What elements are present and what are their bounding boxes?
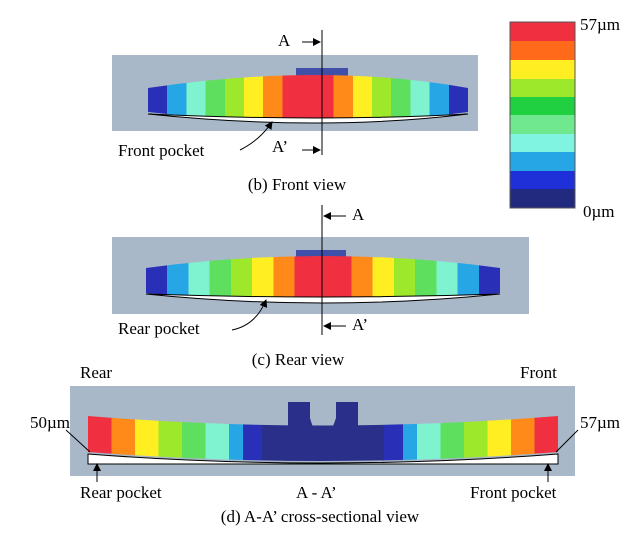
side-label: Rear [80, 363, 112, 382]
pocket-label: Rear pocket [80, 483, 162, 502]
swatch [510, 41, 575, 60]
side-label: Front [520, 363, 557, 382]
swatch [510, 97, 575, 115]
pocket-label: Front pocket [470, 483, 557, 502]
swatch [510, 152, 575, 171]
min-label: 0µm [583, 202, 615, 221]
cross-section: Rear Front 50µm 57µm Rear pocket A - A’ … [30, 363, 620, 526]
max-label: 57µm [580, 15, 620, 34]
swatch [510, 134, 575, 152]
figure: A A’ Front pocket (b) Front view 57µm 0µ… [0, 0, 635, 536]
swatch [510, 115, 575, 134]
colorbar: 57µm 0µm [510, 15, 620, 221]
section-label: A [278, 31, 291, 50]
swatch [510, 79, 575, 97]
section-label: A’ [352, 315, 368, 334]
pocket-label: Rear pocket [118, 319, 200, 338]
value-label: 57µm [580, 413, 620, 432]
disk [148, 75, 468, 122]
section-label: A - A’ [296, 483, 337, 502]
swatch [510, 171, 575, 189]
caption: (d) A-A’ cross-sectional view [221, 507, 420, 526]
pocket-label: Front pocket [118, 141, 205, 160]
swatch [510, 22, 575, 41]
caption: (c) Rear view [252, 350, 345, 369]
swatch [510, 60, 575, 79]
value-label: 50µm [30, 413, 70, 432]
section-label: A [352, 205, 365, 224]
caption: (b) Front view [248, 175, 347, 194]
rear-view: A A’ Rear pocket (c) Rear view [112, 205, 529, 369]
section-label: A’ [272, 137, 288, 156]
swatch [510, 189, 575, 208]
front-view: A A’ Front pocket (b) Front view [112, 30, 478, 194]
